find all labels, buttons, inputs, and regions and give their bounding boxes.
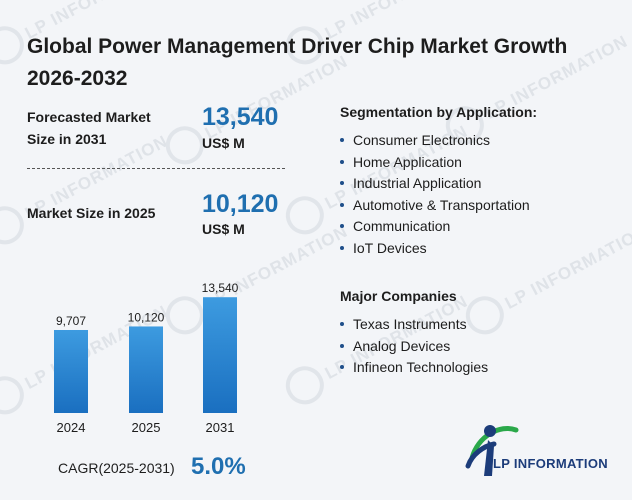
company-item: Texas Instruments xyxy=(340,314,620,336)
segmentation-item: Communication xyxy=(340,216,620,238)
segmentation-item: IoT Devices xyxy=(340,238,620,260)
company-item: Infineon Technologies xyxy=(340,357,620,379)
x-tick-label: 2024 xyxy=(57,420,86,435)
segmentation-item: Consumer Electronics xyxy=(340,130,620,152)
bullet-icon xyxy=(340,159,344,164)
bullet-icon xyxy=(340,322,344,326)
x-tick-label: 2031 xyxy=(206,420,235,435)
cagr-label: CAGR(2025-2031) xyxy=(58,460,175,476)
bar-value-label: 9,707 xyxy=(56,314,86,328)
segmentation-item: Industrial Application xyxy=(340,173,620,195)
segmentation-title: Segmentation by Application: xyxy=(340,104,538,120)
x-tick-label: 2025 xyxy=(132,420,161,435)
segmentation-item: Home Application xyxy=(340,152,620,174)
segmentation-list: Consumer Electronics Home Application In… xyxy=(340,130,620,260)
bar-value-label: 13,540 xyxy=(202,281,239,295)
companies-list: Texas Instruments Analog Devices Infineo… xyxy=(340,314,620,379)
bar-2025 xyxy=(129,326,163,413)
bar-chart: 9,707 2024 10,120 2025 13,540 2031 xyxy=(54,281,239,435)
forecast-unit: US$ M xyxy=(202,135,245,151)
logo-text: LP INFORMATION xyxy=(493,456,608,471)
current-unit: US$ M xyxy=(202,221,245,237)
lp-logo-icon xyxy=(465,425,519,476)
bar-2031 xyxy=(203,297,237,413)
bullet-icon xyxy=(340,343,344,348)
current-label: Market Size in 2025 xyxy=(27,205,156,221)
page-title: Global Power Management Driver Chip Mark… xyxy=(27,35,568,90)
bullet-icon xyxy=(340,138,344,142)
bullet-icon xyxy=(340,245,344,250)
bullet-icon xyxy=(340,181,344,186)
current-value: 10,120 xyxy=(202,190,279,218)
bullet-icon xyxy=(340,365,344,370)
bullet-icon xyxy=(340,202,344,207)
bar-2024 xyxy=(54,329,88,413)
companies-title: Major Companies xyxy=(340,288,457,304)
cagr-value: 5.0% xyxy=(191,453,246,480)
forecast-value: 13,540 xyxy=(202,103,279,131)
bullet-icon xyxy=(340,224,344,229)
segmentation-item: Automotive & Transportation xyxy=(340,195,620,217)
divider xyxy=(27,168,285,169)
company-item: Analog Devices xyxy=(340,336,620,358)
bar-value-label: 10,120 xyxy=(128,310,165,324)
forecast-label: Forecasted Market Size in 2031 xyxy=(27,109,151,147)
